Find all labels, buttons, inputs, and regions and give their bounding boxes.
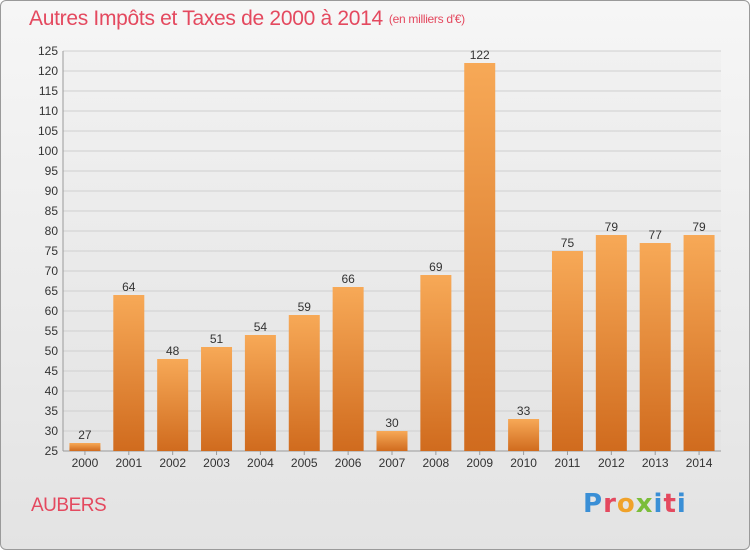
bar-value-label: 69 [429, 260, 443, 274]
x-tick-label: 2010 [510, 456, 537, 470]
y-tick-label: 75 [45, 244, 59, 258]
y-tick-label: 90 [45, 184, 59, 198]
x-tick-label: 2012 [598, 456, 625, 470]
bar-value-label: 59 [298, 300, 312, 314]
bar [244, 335, 276, 451]
bar-value-label: 122 [470, 48, 490, 62]
bar-value-label: 79 [605, 220, 619, 234]
y-tick-label: 115 [39, 84, 58, 98]
chart-unit-note: (en milliers d'€) [388, 12, 465, 26]
bar [288, 315, 320, 451]
x-tick-label: 2011 [555, 456, 581, 470]
x-tick-label: 2006 [335, 456, 362, 470]
x-tick-label: 2007 [379, 456, 406, 470]
y-tick-label: 60 [45, 304, 59, 318]
x-tick-label: 2014 [686, 456, 713, 470]
bar [508, 419, 540, 451]
x-tick-label: 2001 [115, 456, 142, 470]
x-tick-label: 2009 [466, 456, 493, 470]
bar [551, 251, 583, 451]
bar [113, 295, 145, 451]
y-tick-label: 85 [45, 204, 59, 218]
y-tick-label: 110 [39, 104, 58, 118]
y-tick-label: 50 [45, 344, 59, 358]
bar [683, 235, 715, 451]
bar [595, 235, 627, 451]
bar-value-label: 64 [122, 280, 136, 294]
chart-title: Autres Impôts et Taxes de 2000 à 2014 (en… [29, 7, 465, 31]
bar-value-label: 54 [254, 320, 268, 334]
bar-value-label: 79 [692, 220, 706, 234]
y-tick-label: 95 [45, 164, 59, 178]
bar-value-label: 66 [341, 272, 355, 286]
commune-name: AUBERS [31, 495, 107, 516]
y-tick-label: 80 [45, 224, 59, 238]
x-tick-label: 2005 [291, 456, 318, 470]
bar-value-label: 30 [385, 416, 399, 430]
y-tick-label: 55 [45, 324, 59, 338]
bar-value-label: 77 [649, 228, 663, 242]
y-tick-label: 105 [38, 124, 58, 138]
y-tick-label: 70 [45, 264, 59, 278]
bar [376, 431, 408, 451]
x-tick-label: 2013 [642, 456, 669, 470]
bar-value-label: 48 [166, 344, 180, 358]
y-tick-label: 25 [45, 444, 59, 458]
x-tick-label: 2008 [423, 456, 450, 470]
bar [420, 275, 452, 451]
y-tick-label: 45 [45, 364, 59, 378]
proxiti-logo[interactable]: Proxiti [583, 489, 687, 519]
y-tick-label: 40 [45, 384, 59, 398]
bar-value-label: 27 [78, 428, 92, 442]
bar-value-label: 75 [561, 236, 575, 250]
bar-value-label: 51 [210, 332, 224, 346]
x-tick-label: 2004 [247, 456, 274, 470]
x-tick-label: 2003 [203, 456, 230, 470]
y-tick-label: 100 [38, 144, 58, 158]
y-tick-label: 125 [38, 44, 58, 58]
y-tick-label: 30 [45, 424, 59, 438]
bar [464, 63, 496, 451]
bar [69, 443, 101, 451]
x-tick-label: 2002 [159, 456, 186, 470]
bar [332, 287, 364, 451]
bar-value-label: 33 [517, 404, 531, 418]
bars: 27 64 48 51 54 59 66 30 69 122 33 75 79 77 79 [69, 48, 715, 451]
y-tick-label: 35 [45, 404, 59, 418]
y-tick-label: 120 [38, 64, 58, 78]
bar [157, 359, 189, 451]
chart-title-text: Autres Impôts et Taxes de 2000 à 2014 [29, 7, 383, 30]
bar [639, 243, 671, 451]
y-tick-label: 65 [45, 284, 59, 298]
x-axis: 2000 2001 2002 2003 2004 2005 2006 2007 2008 2009… [72, 451, 713, 470]
bar [201, 347, 233, 451]
x-tick-label: 2000 [72, 456, 99, 470]
